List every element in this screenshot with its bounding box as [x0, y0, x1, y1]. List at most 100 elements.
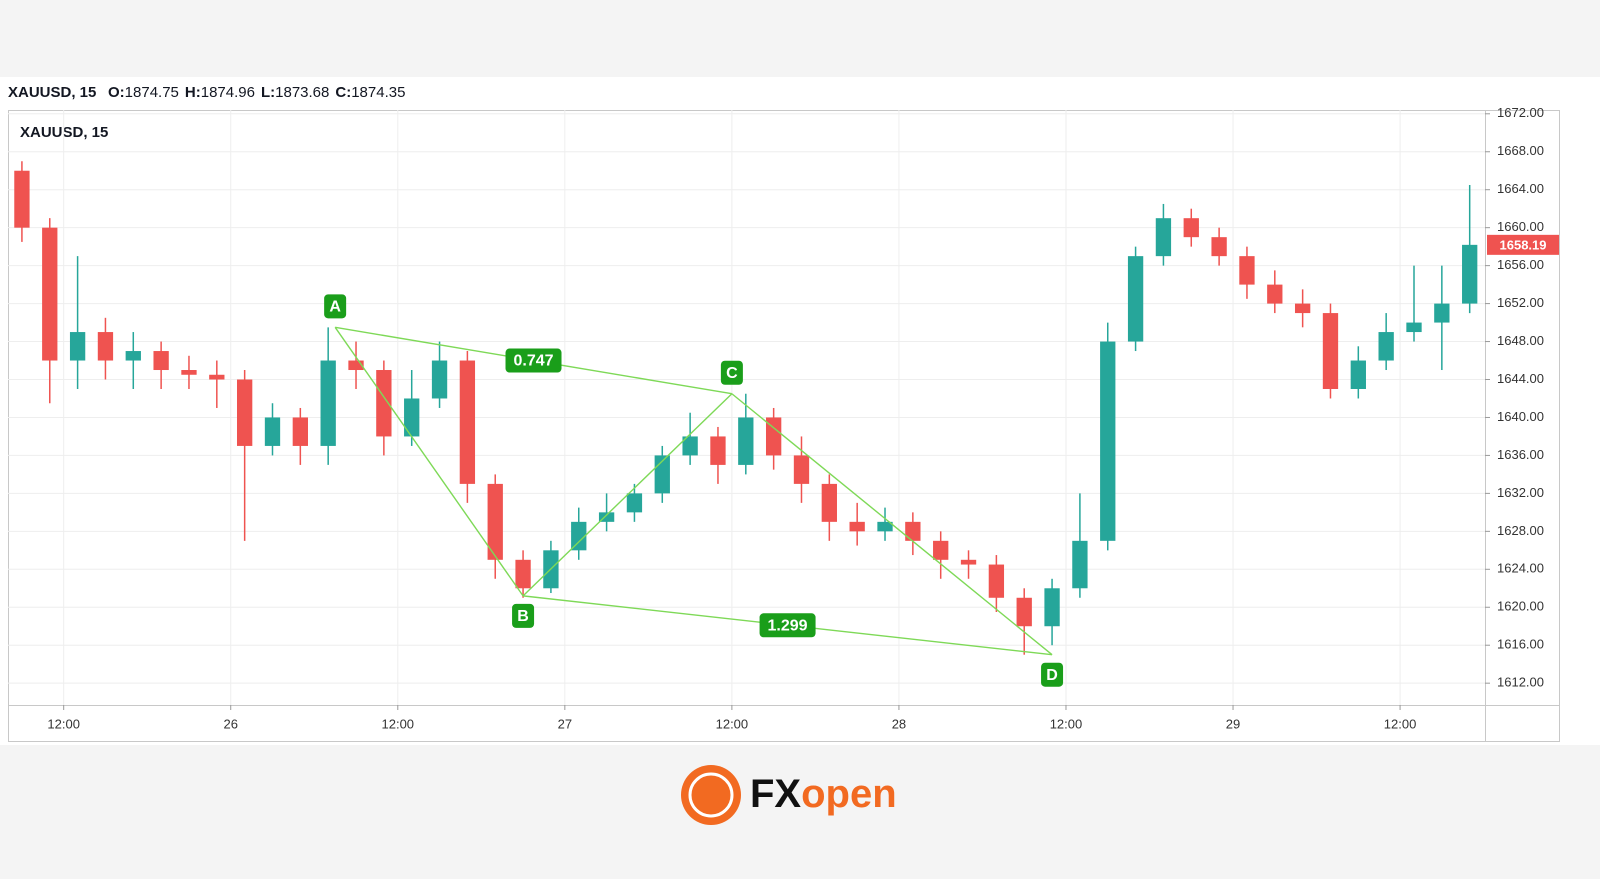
ohlc-label: L: — [261, 84, 275, 101]
y-tick-label: 1664.00 — [1497, 181, 1544, 196]
candle-body — [1406, 322, 1422, 333]
x-tick-label: 12:00 — [382, 716, 415, 731]
candle-body — [710, 436, 726, 465]
pattern-line — [334, 326, 524, 597]
pattern-point-label: D — [1046, 667, 1058, 684]
candle-body — [1294, 303, 1311, 314]
ohlc-label: H: — [185, 84, 201, 101]
pattern-ratio: 0.747 — [513, 353, 553, 370]
x-tick-label: 12:00 — [716, 716, 749, 731]
pattern-ratio: 1.299 — [768, 618, 808, 635]
pattern-point-label-box — [1041, 662, 1064, 687]
grid — [8, 110, 1485, 705]
candle-body — [376, 370, 392, 437]
pattern-point-label: C — [726, 365, 738, 382]
y-tick-label: 1648.00 — [1497, 333, 1544, 348]
candle-body — [1462, 244, 1478, 304]
candle-body — [404, 398, 420, 437]
ohlc-item: C:1874.35 — [335, 84, 405, 101]
candle-body — [1044, 588, 1060, 627]
pattern-point-label-box — [720, 360, 743, 385]
x-tick-label: 12:00 — [1050, 716, 1083, 731]
pattern-ratio-box — [505, 348, 562, 373]
ohlc-item: L:1873.68 — [261, 84, 329, 101]
candle-body — [1016, 597, 1032, 627]
y-tick-label: 1652.00 — [1497, 295, 1544, 310]
y-tick-label: 1668.00 — [1497, 143, 1544, 158]
candle-body — [988, 564, 1005, 598]
candle-body — [14, 170, 30, 228]
candle-body — [1434, 303, 1450, 323]
ohlc-value: 1874.75 — [125, 84, 179, 101]
pattern-point-label-box — [324, 294, 347, 319]
candle-body — [1239, 256, 1255, 285]
axes: 1612.00 1616.00 1620.00 1624.00 1628.00 1632.… — [47, 105, 1559, 731]
y-tick-label: 1624.00 — [1497, 561, 1544, 576]
candle-body — [42, 227, 58, 361]
x-tick-label: 12:00 — [47, 716, 80, 731]
candle-body — [1350, 360, 1366, 389]
candle-body — [933, 540, 949, 560]
candle-body — [209, 374, 225, 380]
ohlc-value: 1874.35 — [351, 84, 405, 101]
candle-body — [1183, 218, 1199, 238]
candle-body — [459, 360, 476, 484]
pattern-point-label-box — [512, 603, 535, 628]
candle-body — [1127, 256, 1144, 342]
pattern-line — [522, 393, 733, 597]
x-tick-label: 29 — [1226, 716, 1240, 731]
candle-body — [181, 370, 197, 375]
candle-body — [125, 351, 141, 361]
y-tick-label: 1656.00 — [1497, 257, 1544, 272]
ohlc-value: 1873.68 — [275, 84, 329, 101]
brand-fx: FX — [750, 772, 801, 816]
candle-body — [905, 521, 921, 541]
last-price-label: 1658.19 — [1500, 237, 1547, 252]
ohlc-item: O:1874.75 — [108, 84, 179, 101]
candle-body — [264, 417, 281, 446]
pattern-point-label: B — [517, 608, 529, 625]
pattern-point-label: A — [329, 299, 341, 316]
candle-body — [821, 483, 837, 522]
brand-open: open — [801, 772, 897, 816]
ohlc-item: H:1874.96 — [185, 84, 255, 101]
ohlc-header: XAUUSD, 15 O:1874.75 H:1874.96 L:1873.68 C:… — [8, 84, 405, 101]
candle-body — [849, 521, 865, 532]
harmonic-pattern: A B C D 0.747 1.299 — [324, 294, 1064, 687]
candle-body — [738, 417, 754, 465]
candle-body — [487, 483, 503, 560]
y-tick-label: 1616.00 — [1497, 637, 1544, 652]
y-tick-label: 1632.00 — [1497, 485, 1544, 500]
ohlc-label: O: — [108, 84, 125, 101]
y-tick-label: 1644.00 — [1497, 371, 1544, 386]
candle-body — [1211, 237, 1227, 257]
last-price-tag — [1487, 234, 1559, 255]
y-tick-label: 1628.00 — [1497, 523, 1544, 538]
brand: FXopen — [750, 772, 897, 816]
candle-body — [236, 379, 253, 446]
candle-body — [626, 493, 643, 513]
candle-body — [1072, 540, 1088, 589]
ohlc-label: C: — [335, 84, 351, 101]
candle-body — [765, 417, 782, 456]
y-tick-label: 1660.00 — [1497, 219, 1544, 234]
symbol: XAUUSD, 15 — [8, 84, 96, 101]
candles — [14, 161, 1478, 655]
candle-body — [515, 559, 531, 589]
candle-body — [1322, 313, 1339, 389]
candle-body — [320, 360, 336, 446]
y-tick-label: 1640.00 — [1497, 409, 1544, 424]
ohlc-value: 1874.96 — [201, 84, 255, 101]
logo-icon-ring — [688, 772, 734, 818]
logo: FXopen — [681, 765, 897, 825]
x-tick-label: 12:00 — [1384, 716, 1417, 731]
pattern-line — [731, 393, 1053, 656]
x-tick-label: 26 — [223, 716, 237, 731]
pattern-ratio-box — [759, 613, 816, 638]
y-tick-label: 1612.00 — [1497, 675, 1544, 690]
candle-body — [292, 417, 308, 446]
y-tick-label: 1672.00 — [1497, 105, 1544, 120]
candle-body — [153, 351, 169, 371]
